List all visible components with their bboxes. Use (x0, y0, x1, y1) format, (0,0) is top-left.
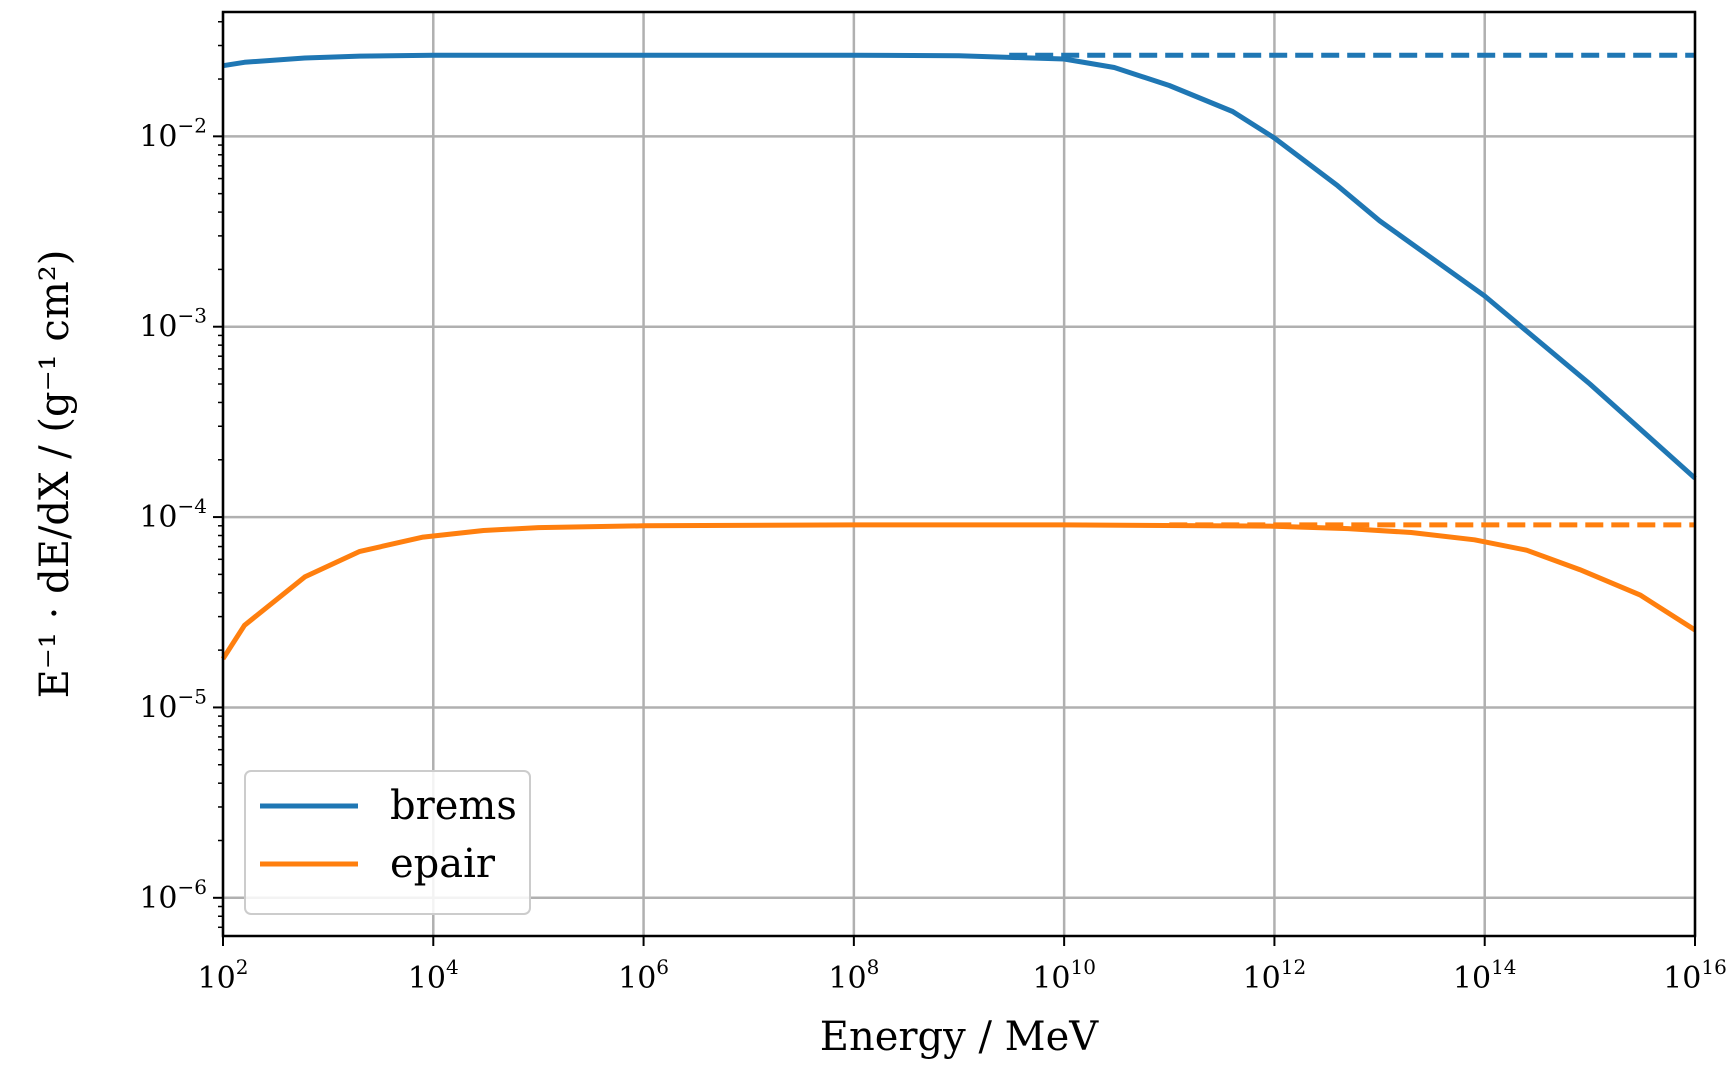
x-tick-label: 1016 (1663, 955, 1727, 996)
y-axis-label: E⁻¹ · dE/dX / (g⁻¹ cm²) (32, 250, 78, 699)
x-tick-label: 1010 (1032, 955, 1096, 996)
x-tick-labels: 102 104 106 108 1010 1012 1014 1016 (198, 955, 1727, 996)
x-tick-label: 1014 (1453, 955, 1517, 996)
grid-lines (221, 12, 1697, 936)
y-tick-label: 10−5 (139, 684, 207, 725)
legend-label-epair: epair (390, 841, 496, 887)
x-tick-label: 104 (408, 955, 459, 996)
x-tick-label: 106 (618, 955, 669, 996)
x-tick-label: 108 (828, 955, 879, 996)
y-tick-label: 10−4 (139, 494, 207, 535)
y-tick-label: 10−3 (139, 304, 207, 345)
legend: brems epair (244, 770, 531, 915)
axis-ticks (213, 20, 1696, 946)
series-line-epair (220, 522, 1697, 661)
x-tick-label: 1012 (1243, 955, 1307, 996)
x-axis-label: Energy / MeV (820, 1014, 1099, 1060)
y-tick-label: 10−6 (139, 875, 207, 916)
x-tick-label: 102 (198, 955, 249, 996)
plot-frame (221, 10, 1697, 938)
y-tick-label: 10−2 (139, 113, 207, 154)
series-lines (220, 52, 1697, 661)
series-line-brems (222, 52, 1697, 481)
y-tick-labels: 10−6 10−5 10−4 10−3 10−2 (139, 113, 207, 915)
legend-label-brems: brems (390, 783, 517, 829)
